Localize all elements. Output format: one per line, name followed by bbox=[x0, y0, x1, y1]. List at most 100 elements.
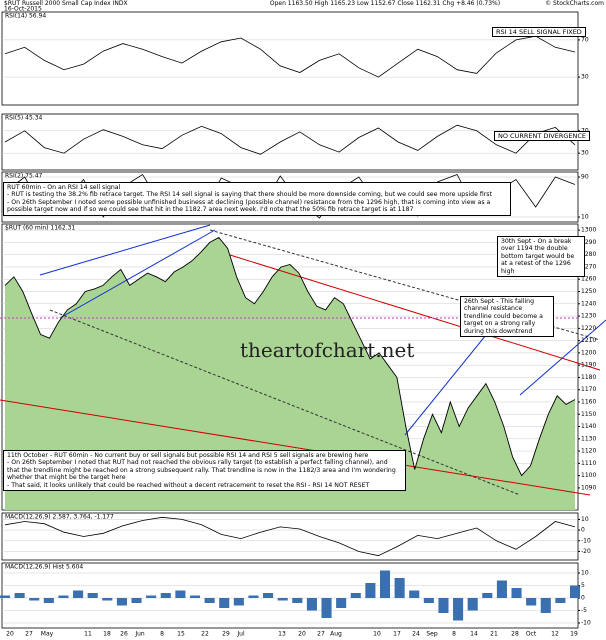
x-tick-label: 20 bbox=[6, 631, 14, 638]
trendline bbox=[0, 399, 591, 496]
bar bbox=[29, 598, 40, 601]
x-tick-label: 14 bbox=[470, 631, 478, 638]
bar bbox=[496, 580, 507, 598]
bar bbox=[350, 593, 361, 598]
y-tick-label: 1200 bbox=[581, 349, 596, 356]
annotation: 26th Sept - This falling channel resista… bbox=[460, 296, 554, 338]
x-tick-label: 29 bbox=[222, 631, 230, 638]
y-tick-label: 70 bbox=[581, 127, 589, 134]
bar bbox=[87, 593, 98, 598]
bar bbox=[482, 593, 493, 598]
x-tick-label: Sep bbox=[426, 631, 438, 638]
x-tick-label: 24 bbox=[412, 631, 420, 638]
x-tick-label: 17 bbox=[393, 631, 401, 638]
y-tick-label: 30 bbox=[581, 150, 589, 157]
y-tick-label: 1220 bbox=[581, 325, 596, 332]
panel bbox=[1, 11, 579, 106]
y-tick-label: 10 bbox=[581, 570, 589, 577]
bar bbox=[511, 588, 522, 598]
bar bbox=[248, 595, 259, 598]
bar bbox=[336, 598, 347, 608]
y-tick-label: 1210 bbox=[581, 337, 596, 344]
symbol: $RUT Russell 2000 Small Cap Index INDX bbox=[4, 0, 128, 7]
annotation: - RUT is testing the 38.2% fib retrace t… bbox=[7, 191, 492, 199]
trendline bbox=[229, 254, 601, 371]
annotation: - That said, it looks unlikely that coul… bbox=[7, 481, 370, 489]
bar bbox=[467, 598, 478, 611]
panel-title: RSI(5) 45.34 bbox=[5, 115, 43, 122]
panel bbox=[1, 512, 579, 561]
panel bbox=[1, 113, 579, 171]
bar bbox=[175, 590, 186, 598]
bar bbox=[453, 598, 464, 621]
y-tick-label: 1160 bbox=[581, 398, 596, 405]
y-tick-label: -20 bbox=[581, 548, 591, 555]
y-tick-label: 1230 bbox=[581, 313, 596, 320]
bar bbox=[58, 595, 69, 598]
line bbox=[4, 236, 576, 477]
bar bbox=[160, 593, 171, 598]
y-tick-label: 1270 bbox=[581, 263, 596, 270]
y-tick-label: 1260 bbox=[581, 276, 596, 283]
y-tick-label: 1150 bbox=[581, 411, 596, 418]
bar bbox=[204, 598, 215, 603]
bar bbox=[365, 583, 376, 598]
bar bbox=[233, 598, 244, 606]
y-tick-label: 30 bbox=[581, 74, 589, 81]
bar bbox=[306, 598, 317, 611]
bar bbox=[102, 598, 113, 601]
y-tick-label: 1300 bbox=[581, 227, 596, 234]
bar bbox=[131, 598, 142, 603]
bar bbox=[292, 598, 303, 603]
x-tick-label: 11 bbox=[84, 631, 92, 638]
x-tick-label: Jul bbox=[236, 631, 245, 638]
annotation: RUT 60min - On an RSI 14 sell signal bbox=[7, 184, 121, 191]
y-tick-label: 5 bbox=[581, 582, 585, 589]
line bbox=[4, 516, 576, 557]
x-tick-label: 13 bbox=[278, 631, 286, 638]
y-tick-label: 1090 bbox=[581, 484, 596, 491]
trendlines bbox=[0, 224, 606, 496]
bar bbox=[379, 570, 391, 598]
panel-title: $RUT (60 min) 1162.31 bbox=[5, 225, 75, 232]
bar bbox=[219, 598, 230, 608]
text-box: 11th October - RUT 60min - No current bu… bbox=[3, 450, 406, 492]
x-tick-label: 8 bbox=[452, 631, 456, 638]
bar bbox=[438, 598, 449, 613]
line bbox=[4, 124, 576, 155]
x-tick-label: 22 bbox=[201, 631, 209, 638]
x-tick-label: 21 bbox=[490, 631, 498, 638]
x-tick-label: 12 bbox=[551, 631, 559, 638]
y-tick-label: 10 bbox=[581, 214, 589, 221]
y-tick-label: 0 bbox=[581, 527, 585, 534]
y-tick-label: 1240 bbox=[581, 300, 596, 307]
bar bbox=[569, 585, 581, 598]
y-tick-label: -10 bbox=[581, 620, 591, 627]
bar bbox=[526, 598, 537, 606]
y-tick-label: 1140 bbox=[581, 423, 596, 430]
y-tick-label: 70 bbox=[581, 36, 589, 43]
trendline bbox=[404, 329, 491, 436]
source: © StockCharts.com bbox=[545, 0, 604, 7]
y-tick-label: 1250 bbox=[581, 288, 596, 295]
bar bbox=[555, 598, 566, 603]
x-tick-label: Jun bbox=[134, 631, 145, 638]
panel bbox=[1, 562, 579, 629]
annotation: 30th Sept - On a break over 1194 the dou… bbox=[497, 236, 585, 278]
bar bbox=[263, 593, 274, 598]
bar bbox=[189, 595, 201, 598]
bar bbox=[540, 598, 551, 613]
x-tick-label: 28 bbox=[511, 631, 519, 638]
date: 16-Oct-2015 bbox=[4, 6, 42, 13]
bar bbox=[423, 598, 434, 603]
y-tick-label: 0 bbox=[581, 595, 585, 602]
y-tick-label: 1280 bbox=[581, 251, 596, 258]
trendline bbox=[49, 309, 521, 496]
line bbox=[4, 35, 576, 78]
bar bbox=[321, 598, 332, 618]
y-tick-label: 1170 bbox=[581, 386, 596, 393]
x-tick-label: 27 bbox=[25, 631, 33, 638]
trendline bbox=[519, 319, 606, 396]
y-tick-label: 1290 bbox=[581, 239, 596, 246]
y-tick-label: -10 bbox=[581, 537, 591, 544]
